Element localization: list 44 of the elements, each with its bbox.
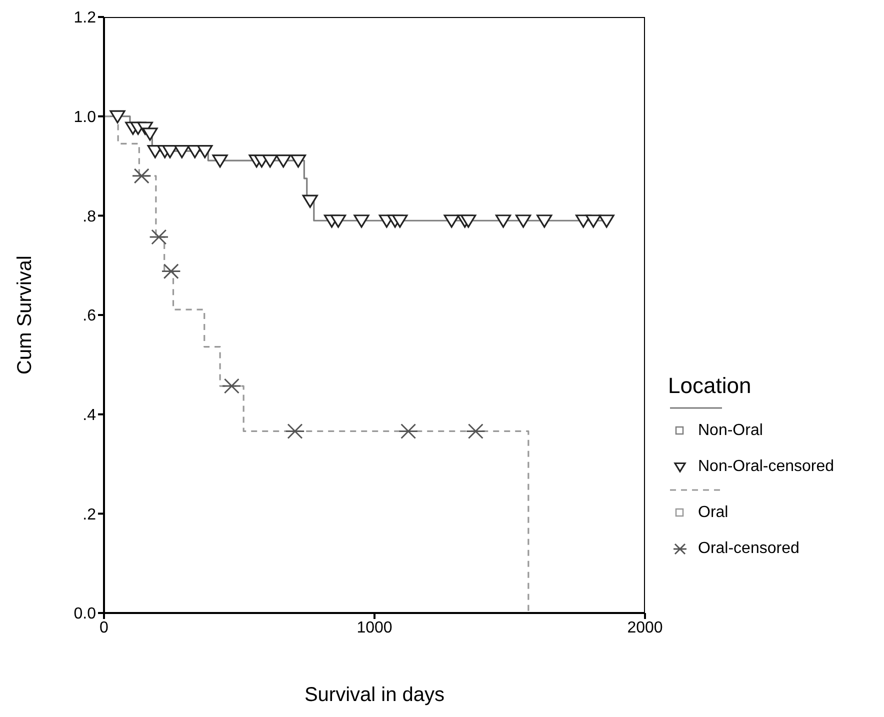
y-tick-label: 1.2 <box>74 10 96 27</box>
point <box>354 214 370 228</box>
point <box>586 214 602 228</box>
point <box>495 214 512 228</box>
point <box>460 214 476 228</box>
point <box>174 145 190 158</box>
y-tick-label: .6 <box>82 308 96 325</box>
legend-label: Oral <box>698 504 728 522</box>
point <box>132 168 152 184</box>
y-tick-label: .4 <box>82 407 96 424</box>
point <box>330 214 346 228</box>
point <box>302 194 318 208</box>
point <box>392 214 408 228</box>
point <box>162 145 178 158</box>
point <box>197 145 213 158</box>
point <box>142 128 158 141</box>
point <box>161 264 181 280</box>
legend-label: Non-Oral-censored <box>698 458 834 476</box>
point <box>466 423 486 439</box>
y-tick-label: 0.0 <box>74 606 96 623</box>
y-tick-label: 1.0 <box>74 109 96 126</box>
point <box>149 229 169 245</box>
point <box>444 214 460 228</box>
point <box>515 214 532 228</box>
y-axis-title: Cum Survival <box>14 256 36 374</box>
point <box>222 378 242 394</box>
x-tick-label: 2000 <box>627 619 663 636</box>
point <box>262 154 278 168</box>
legend-label: Oral-censored <box>698 540 800 558</box>
point <box>290 154 306 168</box>
point <box>285 423 305 439</box>
point <box>536 214 552 228</box>
point <box>276 154 292 168</box>
y-tick-label: .8 <box>82 208 96 226</box>
point <box>212 154 228 168</box>
x-tick-label: 0 <box>100 619 109 636</box>
x-axis-title: Survival in days <box>304 684 445 706</box>
point <box>398 423 418 439</box>
point <box>110 110 126 124</box>
legend-label: Non-Oral <box>698 422 763 440</box>
point <box>598 214 614 228</box>
legend-title: Location <box>668 373 752 399</box>
y-tick-label: .2 <box>82 506 96 524</box>
x-tick-label: 1000 <box>356 619 392 636</box>
